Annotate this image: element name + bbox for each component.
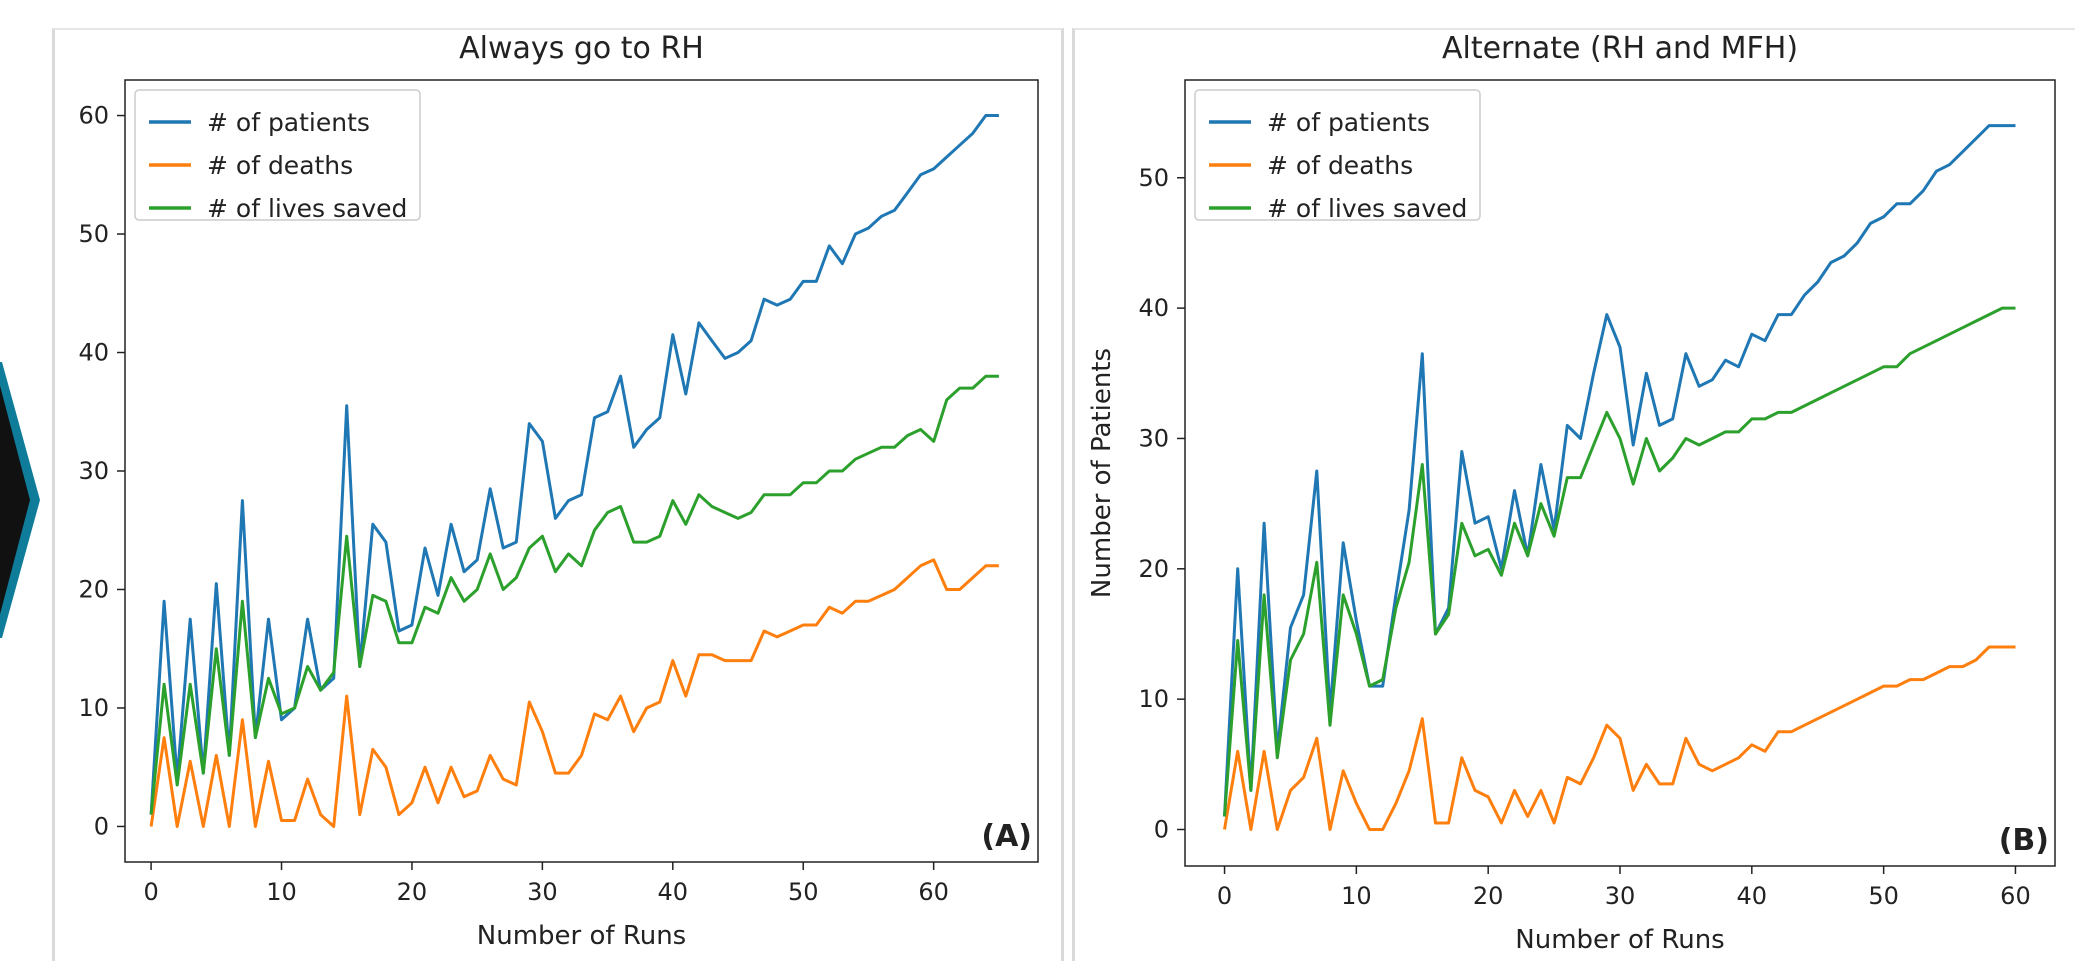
- chart-0-xtick-label: 10: [266, 878, 297, 906]
- chart-1-ytick-label: 10: [1138, 685, 1169, 713]
- chart-1-xtick-label: 20: [1473, 882, 1504, 910]
- chart-1-legend-label-1: # of deaths: [1267, 151, 1413, 180]
- chart-0-ytick-label: 50: [78, 220, 109, 248]
- chart-1-series-line-2: [1223, 306, 2016, 817]
- chart-0-xtick-label: 40: [658, 878, 689, 906]
- chart-0-legend-label-0: # of patients: [207, 108, 370, 137]
- chart-1-y-axis-label: Number of Patients: [1087, 348, 1117, 598]
- chart-1-xtick-label: 0: [1217, 882, 1232, 910]
- chart-1-series-line-0: [1223, 124, 2016, 817]
- chart-1-ytick-label: 30: [1138, 424, 1169, 452]
- chart-0-title: Always go to RH: [459, 31, 704, 66]
- chart-a-svg: Always go to RH 0 10 20 30 40 50 60 0 10 20 30 40 50 6…: [55, 31, 1039, 951]
- chart-0-x-axis-label: Number of Runs: [477, 921, 686, 951]
- chart-0-ytick-label: 10: [78, 694, 109, 722]
- chart-1-title: Alternate (RH and MFH): [1442, 31, 1798, 66]
- chart-1-x-axis-label: Number of Runs: [1515, 925, 1724, 955]
- chart-panel-b: Alternate (RH and MFH) 0 10 20 30 40 50 60 0 10 20…: [1072, 28, 2075, 961]
- chart-1-legend-label-2: # of lives saved: [1267, 194, 1467, 223]
- chart-1-xtick-label: 40: [1737, 882, 1768, 910]
- chart-0-xtick-label: 0: [143, 878, 158, 906]
- chart-0-ytick-label: 40: [78, 339, 109, 367]
- chart-1-legend-label-0: # of patients: [1267, 108, 1430, 137]
- chart-1-xtick-label: 30: [1605, 882, 1636, 910]
- chart-1-ytick-label: 20: [1138, 555, 1169, 583]
- chart-0-xtick-label: 30: [527, 878, 558, 906]
- chart-0-series-line-2: [149, 374, 999, 815]
- chart-0-xtick-label: 20: [397, 878, 428, 906]
- chart-0-xtick-label: 60: [918, 878, 949, 906]
- chart-0-xtick-label: 50: [788, 878, 819, 906]
- chart-b-svg: Alternate (RH and MFH) 0 10 20 30 40 50 60 0 10 20…: [1087, 31, 2056, 955]
- chart-0-ytick-label: 30: [78, 457, 109, 485]
- chart-0-series-line-1: [149, 558, 999, 828]
- chart-0-legend-box: [134, 89, 421, 221]
- chart-0-legend-label-2: # of lives saved: [207, 194, 407, 223]
- chart-1-series-line-1: [1223, 645, 2016, 831]
- arrow-fill: [0, 385, 30, 615]
- chart-1-ytick-label: 40: [1138, 294, 1169, 322]
- chart-0-panel-label: (A): [981, 819, 1032, 854]
- chart-0-y-axis-label: Number of Patients: [55, 346, 57, 596]
- chart-1-legend-box: [1194, 89, 1481, 221]
- chart-1-xtick-label: 60: [2000, 882, 2031, 910]
- chart-0-legend-label-1: # of deaths: [207, 151, 353, 180]
- chart-1-xtick-label: 10: [1341, 882, 1372, 910]
- chart-1-ytick-label: 0: [1154, 816, 1169, 844]
- chart-0-ytick-label: 60: [78, 102, 109, 130]
- left-arrow-graphic: [0, 362, 40, 638]
- chart-1-ytick-label: 50: [1138, 164, 1169, 192]
- chart-0-ytick-label: 20: [78, 575, 109, 603]
- chart-1-panel-label: (B): [1999, 823, 2049, 858]
- chart-panel-a: Always go to RH 0 10 20 30 40 50 60 0 10 20 30 40 50 6…: [52, 28, 1064, 961]
- chart-1-xtick-label: 50: [1868, 882, 1899, 910]
- chart-0-ytick-label: 0: [94, 812, 109, 840]
